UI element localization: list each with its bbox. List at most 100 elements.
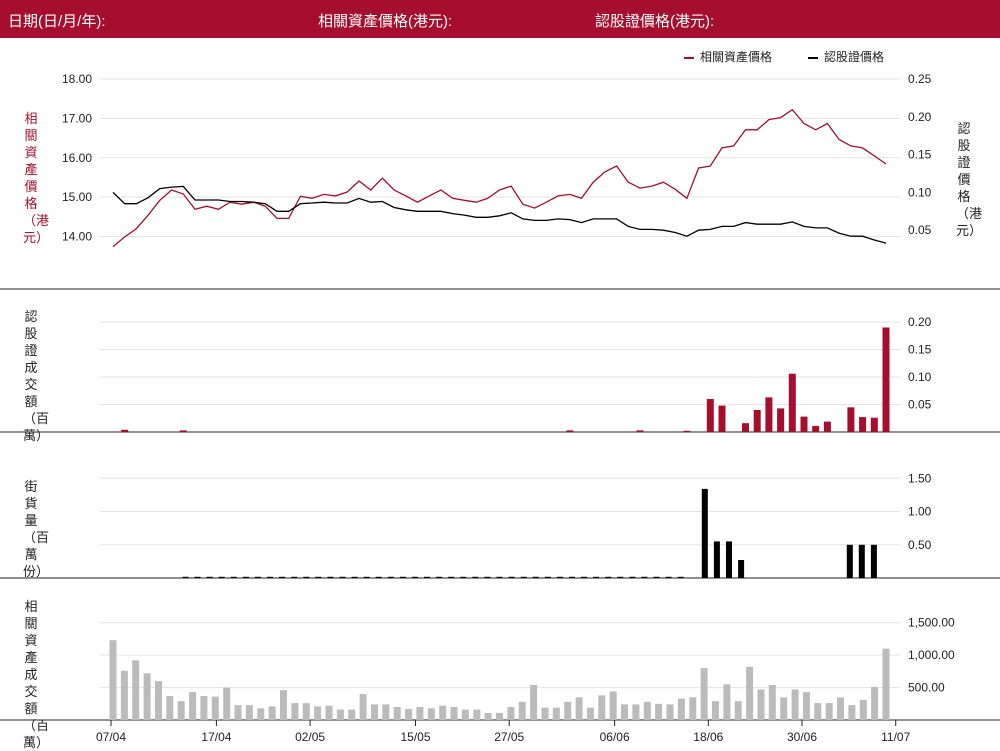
outstanding-bar <box>375 576 382 578</box>
outstanding-bar <box>532 576 539 578</box>
asset-turnover-bar <box>632 704 640 720</box>
outstanding-bar <box>327 576 334 578</box>
asset-turnover-bar <box>484 712 492 720</box>
asset-turnover-bar <box>780 697 788 720</box>
asset-turnover-bar <box>575 697 583 720</box>
warrant-turnover-bar <box>812 425 820 432</box>
x-tick-label: 18/06 <box>693 730 723 744</box>
asset-turnover-bar <box>405 709 413 720</box>
underlying-price-label: 相關資產價格(港元): <box>318 13 453 30</box>
x-tick-label: 07/04 <box>96 730 126 744</box>
warrant-turnover-bar <box>179 430 187 432</box>
warrant-turnover-bar <box>753 410 761 432</box>
asset-turnover-bar <box>723 684 731 720</box>
outstanding-bar <box>315 576 322 578</box>
price-left-tick-label: 16.00 <box>62 151 92 165</box>
asset-turnover-bar <box>109 640 117 720</box>
warrant-turnover-bar <box>636 430 644 432</box>
asset-turnover-bar <box>450 707 458 720</box>
asset-turnover-bar <box>768 685 776 720</box>
asset-turnover-bar <box>291 703 299 720</box>
legend-underlying-label: 相關資產價格 <box>700 50 773 64</box>
outstanding-bar <box>701 488 708 578</box>
asset-turnover-bar <box>223 687 231 720</box>
warrant-turnover-bar <box>788 373 796 432</box>
asset-turnover-bar <box>507 707 515 720</box>
warrant-turnover-bar <box>566 430 574 432</box>
outstanding-bar <box>870 544 877 578</box>
warrant-price-line <box>112 185 887 244</box>
outstanding-bar <box>581 576 587 578</box>
asset-turnover-bar <box>211 696 219 720</box>
underlying-price-line <box>112 108 887 248</box>
asset-turnover-bar <box>677 698 685 720</box>
outstanding-bar <box>448 576 455 578</box>
asset-turnover-bar <box>802 692 810 720</box>
outstanding-bar <box>424 576 430 578</box>
price-left-tick-label: 17.00 <box>62 111 92 125</box>
warrant-turnover-bar <box>718 405 726 432</box>
outstanding-bar <box>472 576 479 578</box>
outstanding-bar <box>303 576 310 578</box>
asset-turnover-bar <box>700 668 708 720</box>
outstanding-bar <box>738 560 745 578</box>
x-tick-label: 17/04 <box>201 730 231 744</box>
outstanding-bar <box>194 576 201 578</box>
warrant-turnover-bar <box>121 429 129 432</box>
outstanding-bar <box>629 576 636 578</box>
asset-turnover-bar <box>155 681 162 720</box>
asset-turnover-bar <box>461 709 469 720</box>
outstanding-bar <box>544 576 551 578</box>
asset-turnover-tick-label: 1,500.00 <box>908 616 955 630</box>
outstanding-bar <box>182 576 189 578</box>
warrant-turnover-bar <box>847 407 855 433</box>
price-left-tick-label: 15.00 <box>62 190 92 204</box>
asset-turnover-bar <box>359 694 367 720</box>
asset-turnover-bar <box>371 704 378 720</box>
asset-turnover-bar <box>382 704 390 720</box>
outstanding-bar <box>339 576 346 578</box>
asset-turnover-bar <box>689 697 697 720</box>
asset-turnover-bar <box>586 707 594 720</box>
asset-turnover-bar <box>621 704 628 720</box>
outstanding-bar <box>641 576 648 578</box>
legend-underlying[interactable]: 相關資產價格 <box>684 48 772 65</box>
asset-turnover-bar <box>734 701 742 720</box>
asset-turnover-bar <box>473 709 481 720</box>
warrant-turnover-bar <box>859 417 867 432</box>
warrant-turnover-tick-label: 0.15 <box>908 343 932 357</box>
legend-warrant[interactable]: 認股證價格 <box>808 48 884 65</box>
outstanding-bar <box>230 576 237 578</box>
outstanding-bar <box>436 576 443 578</box>
warrant-turnover-bar <box>823 421 831 432</box>
outstanding-bar <box>291 576 298 578</box>
asset-turnover-bar <box>552 707 560 720</box>
asset-turnover-bar <box>757 689 765 720</box>
asset-turnover-bar <box>325 705 333 720</box>
asset-turnover-bar <box>200 696 208 720</box>
warrant-price-label: 認股證價格(港元): <box>595 13 715 30</box>
outstanding-bar <box>605 576 612 578</box>
x-tick-label: 27/05 <box>494 730 524 744</box>
outstanding-bar <box>254 576 261 578</box>
asset-turnover-tick-label: 1,000.00 <box>908 648 955 662</box>
warrant-turnover-bar <box>765 397 773 432</box>
price-left-tick-label: 14.00 <box>62 230 92 244</box>
asset-turnover-bar <box>314 706 322 720</box>
outstanding-bar <box>387 576 394 578</box>
price-right-tick-label: 0.20 <box>908 110 932 124</box>
warrant-turnover-tick-label: 0.20 <box>908 315 932 329</box>
warrant-turnover-tick-label: 0.05 <box>908 398 932 412</box>
asset-turnover-bar <box>393 707 401 720</box>
outstanding-bar <box>520 576 527 578</box>
outstanding-bar <box>267 576 273 578</box>
asset-turnover-bar <box>257 708 265 720</box>
asset-turnover-bar <box>541 707 549 720</box>
warrant-turnover-bar <box>882 327 890 432</box>
warrant-turnover-bar <box>777 408 785 432</box>
asset-turnover-bar <box>336 709 344 720</box>
asset-turnover-bar <box>268 706 276 720</box>
asset-turnover-bar <box>245 705 253 720</box>
chart-area: 18.00 17.00 16.00 15.00 14.00 0.25 0.20 0.15 0.1… <box>0 72 1000 744</box>
asset-turnover-bar <box>666 704 674 720</box>
